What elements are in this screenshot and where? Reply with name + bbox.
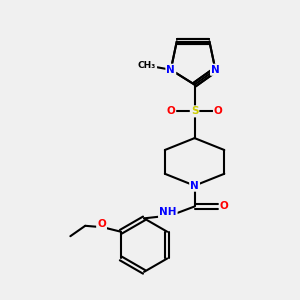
Text: N: N [190, 181, 199, 191]
Text: O: O [214, 106, 223, 116]
Text: S: S [191, 106, 198, 116]
Text: O: O [167, 106, 175, 116]
Text: O: O [220, 202, 229, 212]
Text: N: N [211, 65, 220, 75]
Text: O: O [97, 219, 106, 229]
Text: N: N [167, 65, 175, 75]
Text: NH: NH [159, 207, 177, 218]
Text: CH₃: CH₃ [138, 61, 156, 70]
